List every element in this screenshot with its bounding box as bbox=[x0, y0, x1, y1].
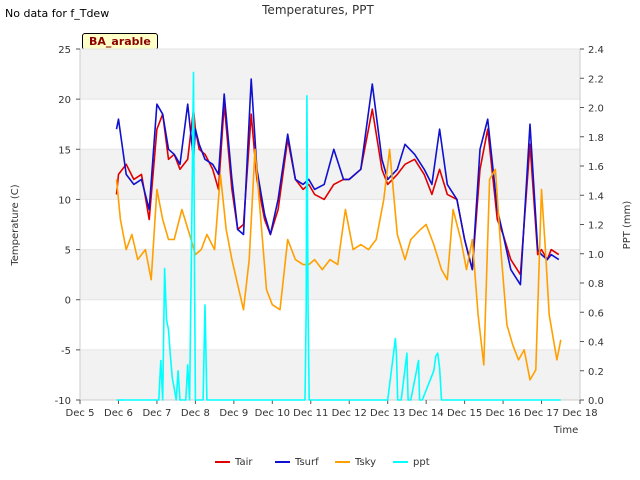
x-tick-label: Dec 11 bbox=[293, 408, 328, 419]
x-tick-label: Dec 10 bbox=[255, 408, 290, 419]
y2-tick-label: 1.6 bbox=[588, 162, 604, 173]
legend-label-tsurf: Tsurf bbox=[294, 457, 319, 468]
x-tick-label: Dec 17 bbox=[524, 408, 559, 419]
y-tick-label: 25 bbox=[58, 45, 71, 56]
grid-band bbox=[80, 349, 580, 400]
grid-band bbox=[80, 49, 580, 100]
x-tick-label: Dec 16 bbox=[485, 408, 520, 419]
y2-tick-label: 1.2 bbox=[588, 221, 604, 232]
series-line-tsky bbox=[115, 148, 562, 381]
y-tick-label: -5 bbox=[61, 346, 71, 357]
x-tick-label: Dec 15 bbox=[447, 408, 482, 419]
y-tick-label: 10 bbox=[58, 195, 71, 206]
y2-tick-label: 0.2 bbox=[588, 367, 604, 378]
x-tick-label: Dec 7 bbox=[142, 408, 171, 419]
x-tick-label: Dec 5 bbox=[66, 408, 95, 419]
chart-title: Temperatures, PPT bbox=[261, 3, 374, 17]
y2-tick-label: 1.0 bbox=[588, 250, 604, 261]
y2-tick-label: 2.0 bbox=[588, 104, 604, 115]
plot-lines bbox=[115, 71, 562, 401]
background-bands bbox=[80, 48, 580, 401]
y2-tick-label: 0.4 bbox=[588, 338, 604, 349]
y2-tick-label: 0.6 bbox=[588, 308, 604, 319]
grid-band bbox=[80, 249, 580, 300]
y2-tick-label: 0.0 bbox=[588, 396, 604, 407]
legend-label-tsky: Tsky bbox=[354, 457, 376, 468]
y-tick-label: -10 bbox=[55, 396, 71, 407]
y-tick-label: 5 bbox=[65, 246, 71, 257]
y2-tick-label: 1.8 bbox=[588, 133, 604, 144]
x-tick-label: Dec 13 bbox=[370, 408, 405, 419]
series-line-tsurf bbox=[115, 78, 560, 286]
y-tick-label: 0 bbox=[65, 296, 71, 307]
y2-tick-label: 0.8 bbox=[588, 279, 604, 290]
y2-tick-label: 1.4 bbox=[588, 191, 604, 202]
legend: Tair Tsurf Tsky ppt bbox=[215, 457, 430, 468]
y-tick-label: 20 bbox=[58, 95, 71, 106]
y2-axis-label: PPT (mm) bbox=[622, 201, 633, 250]
x-tick-label: Dec 8 bbox=[181, 408, 210, 419]
series-line-tair bbox=[115, 103, 560, 276]
x-tick-label: Dec 18 bbox=[562, 408, 597, 419]
x-tick-label: Dec 12 bbox=[332, 408, 367, 419]
y2-tick-label: 2.4 bbox=[588, 45, 604, 56]
no-data-note: No data for f_Tdew bbox=[5, 7, 110, 20]
y2-tick-label: 2.2 bbox=[588, 74, 604, 85]
y-axis-label: Temperature (C) bbox=[10, 184, 21, 266]
y-tick-label: 15 bbox=[58, 145, 71, 156]
series-line-ppt bbox=[116, 71, 561, 401]
legend-label-ppt: ppt bbox=[413, 457, 430, 468]
legend-label-tair: Tair bbox=[234, 457, 253, 468]
x-tick-label: Dec 6 bbox=[104, 408, 133, 419]
x-tick-label: Dec 14 bbox=[409, 408, 444, 419]
x-tick-label: Dec 9 bbox=[219, 408, 248, 419]
x-axis-label: Time bbox=[553, 425, 578, 436]
